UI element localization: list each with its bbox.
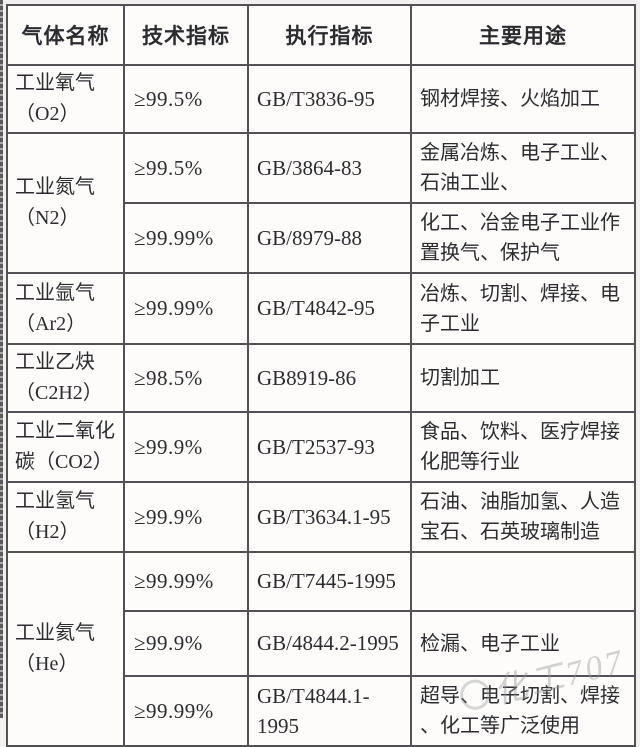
- spec-value: ≥99.99%: [123, 202, 249, 274]
- col-header-gas-name: 气体名称: [6, 4, 125, 66]
- table-row: 工业氢气（H2） ≥99.9% GB/T3634.1-95 石油、油脂加氢、人造…: [6, 481, 636, 553]
- gas-spec-table: 气体名称 技术指标 执行指标 主要用途 工业氧气（O2） ≥99.5% GB/T…: [6, 4, 636, 747]
- gas-name-carbon-dioxide: 工业二氧化碳（CO2）: [6, 411, 125, 483]
- spec-value: ≥99.5%: [123, 64, 249, 134]
- main-use: 钢材焊接、火焰加工: [410, 64, 636, 134]
- table-row: 工业氩气（Ar2） ≥99.99% GB/T4842-95 冶炼、切割、焊接、电…: [6, 272, 636, 345]
- gas-name-hydrogen: 工业氢气（H2）: [6, 481, 125, 553]
- table-row: 工业氮气（N2） ≥99.5% GB/3864-83 金属冶炼、电子工业、石油工…: [6, 132, 636, 274]
- spec-value: ≥99.99%: [123, 675, 249, 747]
- main-use: 超导、电子切割、焊接、化工等广泛使用: [410, 675, 636, 747]
- col-header-tech-spec: 技术指标: [123, 4, 249, 66]
- standard-code: GB/T2537-93: [247, 411, 412, 483]
- main-use: 食品、饮料、医疗焊接化肥等行业: [410, 411, 636, 483]
- standard-code: GB/8979-88: [247, 202, 412, 274]
- table-row: ≥99.9% GB/4844.2-1995 检漏、电子工业: [7, 610, 636, 677]
- standard-code: GB/T4842-95: [247, 272, 412, 345]
- standard-code: GB/3864-83: [247, 132, 412, 204]
- main-use: 金属冶炼、电子工业、石油工业、: [410, 132, 636, 204]
- table-row: 工业乙炔（C2H2） ≥98.5% GB8919-86 切割加工: [6, 343, 636, 413]
- main-use: [410, 551, 636, 612]
- table-row: 工业氦气（He） ≥99.99% GB/T7445-1995: [6, 551, 636, 747]
- standard-code: GB/T4844.1-1995: [247, 675, 412, 747]
- main-use: 切割加工: [410, 343, 636, 413]
- table-row: 工业二氧化碳（CO2） ≥99.9% GB/T2537-93 食品、饮料、医疗焊…: [6, 411, 636, 483]
- main-use: 化工、冶金电子工业作置换气、保护气: [410, 202, 636, 274]
- standard-code: GB/T3836-95: [247, 64, 412, 134]
- spec-value: ≥99.9%: [123, 481, 249, 553]
- standard-code: GB/4844.2-1995: [247, 610, 412, 677]
- spec-value: ≥99.9%: [123, 411, 249, 483]
- gas-name-nitrogen: 工业氮气（N2）: [6, 132, 125, 274]
- standard-code: GB/T7445-1995: [247, 551, 412, 612]
- header-row: 气体名称 技术指标 执行指标 主要用途: [6, 4, 636, 66]
- table-row: 工业氧气（O2） ≥99.5% GB/T3836-95 钢材焊接、火焰加工: [6, 64, 636, 134]
- spec-value: ≥99.9%: [123, 610, 249, 677]
- main-use: 冶炼、切割、焊接、电子工业: [410, 272, 636, 345]
- main-use: 检漏、电子工业: [410, 610, 636, 677]
- standard-code: GB8919-86: [247, 343, 412, 413]
- table-row: ≥99.99% GB/8979-88 化工、冶金电子工业作置换气、保护气: [7, 202, 636, 274]
- col-header-standard: 执行指标: [247, 4, 412, 66]
- col-header-main-use: 主要用途: [410, 4, 636, 66]
- gas-name-helium: 工业氦气（He）: [6, 551, 125, 747]
- spec-value: ≥99.99%: [123, 551, 249, 612]
- main-use: 石油、油脂加氢、人造宝石、石英玻璃制造: [410, 481, 636, 553]
- gas-name-acetylene: 工业乙炔（C2H2）: [6, 343, 125, 413]
- gas-name-argon: 工业氩气（Ar2）: [6, 272, 125, 345]
- spec-value: ≥99.99%: [123, 272, 249, 345]
- spec-value: ≥98.5%: [123, 343, 249, 413]
- gas-name-oxygen: 工业氧气（O2）: [6, 64, 125, 134]
- table-container: 气体名称 技术指标 执行指标 主要用途 工业氧气（O2） ≥99.5% GB/T…: [6, 4, 636, 747]
- standard-code: GB/T3634.1-95: [247, 481, 412, 553]
- spec-value: ≥99.5%: [123, 132, 249, 204]
- scan-edge-artifact: [0, 0, 3, 718]
